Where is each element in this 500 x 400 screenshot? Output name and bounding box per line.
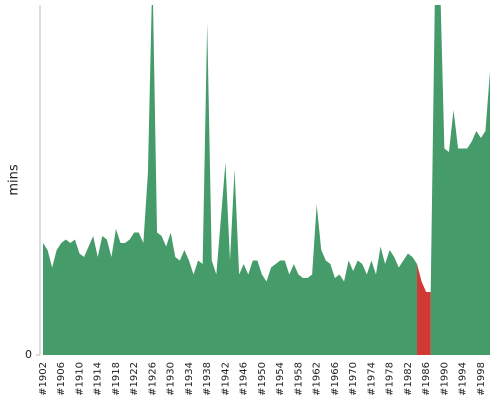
area [417, 264, 431, 355]
x-tick-label: #1982 [403, 362, 414, 396]
area [430, 5, 490, 355]
x-tick-label: #1906 [56, 362, 67, 396]
x-tick-label: #1930 [166, 362, 177, 396]
x-tick-label: #1990 [439, 362, 450, 396]
x-tick-label: #1978 [385, 362, 396, 396]
x-tick-label: #1922 [129, 362, 140, 396]
x-tick-label: #1934 [184, 362, 195, 396]
x-tick-label: #1998 [476, 362, 487, 396]
x-tick-label: #1914 [93, 362, 104, 396]
plot-area [43, 5, 490, 355]
x-tick-label: #1942 [220, 362, 231, 396]
x-tick-label: #1966 [330, 362, 341, 396]
x-tick-label: #1970 [348, 362, 359, 396]
y-tick-label: 0 [25, 348, 32, 361]
x-tick-label: #1926 [147, 362, 158, 396]
x-tick-label: #1910 [74, 362, 85, 396]
x-tick-label: #1918 [111, 362, 122, 396]
x-tick-label: #1902 [38, 362, 49, 396]
x-tick-label: #1954 [275, 362, 286, 396]
x-tick-label: #1986 [421, 362, 432, 396]
x-tick-label: #1974 [366, 362, 377, 396]
x-tick-label: #1962 [312, 362, 323, 396]
x-tick-label: #1946 [239, 362, 250, 396]
x-tick-label: #1958 [293, 362, 304, 396]
y-axis-label: mins [7, 164, 22, 196]
x-tick-label: #1950 [257, 362, 268, 396]
x-tick-label: #1938 [202, 362, 213, 396]
area [43, 5, 418, 355]
x-tick-label: #1994 [458, 362, 469, 396]
